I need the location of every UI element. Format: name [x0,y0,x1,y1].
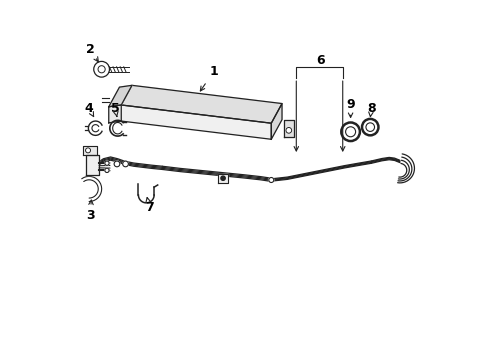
Polygon shape [108,85,132,107]
Circle shape [94,62,109,77]
Polygon shape [108,105,121,123]
Circle shape [221,176,225,180]
Circle shape [114,161,120,167]
Polygon shape [121,85,282,123]
Polygon shape [82,146,97,155]
Circle shape [345,127,355,137]
Circle shape [92,125,99,132]
Circle shape [365,123,374,131]
Polygon shape [121,105,271,139]
Polygon shape [283,120,293,138]
Polygon shape [271,104,282,139]
Text: 8: 8 [366,102,375,115]
Text: 2: 2 [85,43,94,56]
Text: 6: 6 [315,54,324,67]
Text: 1: 1 [209,64,218,77]
Circle shape [104,168,109,172]
Circle shape [85,148,90,153]
Circle shape [361,119,378,135]
Polygon shape [85,155,99,175]
Circle shape [104,161,109,165]
Circle shape [285,127,291,133]
Circle shape [341,122,359,141]
Text: 5: 5 [111,102,120,115]
Circle shape [122,161,128,167]
Circle shape [98,66,105,73]
Text: 7: 7 [145,201,154,214]
Circle shape [88,121,102,135]
Text: 9: 9 [346,99,354,112]
Polygon shape [218,174,227,183]
Text: 3: 3 [86,209,94,222]
Circle shape [268,177,273,183]
Text: 4: 4 [84,102,93,115]
